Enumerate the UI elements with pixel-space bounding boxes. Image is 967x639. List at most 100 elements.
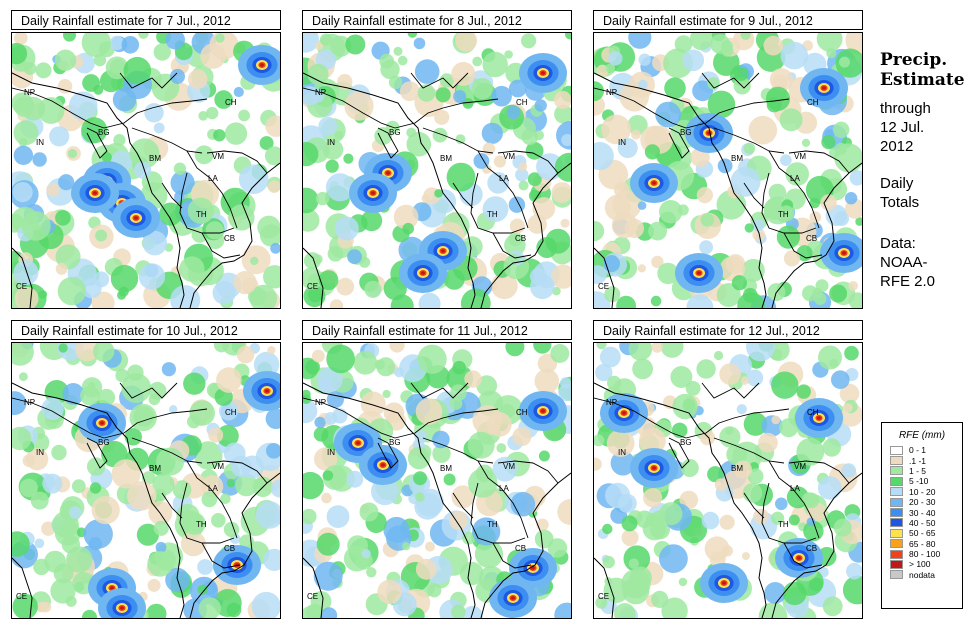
rain-patch [33,558,50,576]
country-border [12,87,105,129]
rain-patch [346,470,364,488]
data-line2: NOAA- [880,254,928,271]
rain-patch [307,63,329,85]
rain-patch [821,135,836,150]
rain-patch [379,53,395,69]
legend-item: 80 - 100 [890,549,962,559]
country-label-in: IN [327,448,335,457]
rain-patch [855,217,862,226]
rain-patch [71,479,86,494]
legend-swatch [890,539,903,549]
rain-patch [594,434,605,447]
coastline [594,557,615,618]
storm-cell [822,86,826,90]
rain-patch [265,408,280,429]
rain-patch [707,90,736,119]
rain-patch [303,508,317,525]
rain-patch [170,170,195,195]
storm-cell [381,463,385,467]
rain-patch [359,502,379,522]
rain-patch [628,343,653,361]
rain-patch [30,491,49,510]
rain-patch [37,97,65,124]
rain-patch [314,416,326,429]
rain-patch [606,429,635,457]
rain-patch [326,344,355,374]
rain-patch [464,370,482,388]
country-label-np: NP [24,88,35,97]
country-border [303,397,396,439]
rain-patch [629,566,652,589]
rain-patch [660,343,684,358]
rain-patch [451,485,475,509]
map-canvas: NP IN BG BM CH VM LA TH CB CE [303,343,571,618]
country-label-th: TH [487,520,498,529]
rain-patch [345,34,366,55]
rain-patch [46,182,61,197]
rain-patch [533,343,552,354]
rain-patch [200,43,226,69]
rain-patch [710,34,730,54]
rain-patch [97,388,116,407]
legend-item: nodata [890,570,962,580]
rain-patch [393,204,419,230]
rain-patch [752,219,765,232]
rain-patch [596,343,607,350]
rain-patch [13,145,34,165]
rain-patch [35,62,52,79]
rain-patch [474,539,504,569]
rain-patch [538,450,550,462]
country-border [470,172,526,234]
rain-patch [101,152,112,163]
panel-title: Daily Rainfall estimate for 7 Jul., 2012 [11,10,281,30]
rain-patch [303,399,318,424]
rain-patch [214,90,233,109]
country-border [103,98,208,129]
rain-patch [651,343,663,353]
rain-patch [12,391,27,416]
rain-patch [558,383,571,402]
rain-patch [129,138,160,169]
country-label-ce: CE [307,282,318,291]
country-label-la: LA [208,484,218,493]
legend-item: .1 -1 [890,455,962,466]
rain-patch [635,510,654,529]
rain-patch [347,249,362,265]
rain-patch [460,288,491,308]
rain-patch [110,264,139,293]
rain-patch [826,48,837,59]
rain-patch [136,523,159,546]
rain-patch [303,187,319,214]
storm-cell [722,581,726,585]
country-border [422,437,494,464]
rain-patch [303,252,321,270]
rain-patch [201,475,224,498]
rain-patch [599,346,621,368]
storm-cell [622,411,626,415]
rain-patch [682,49,705,72]
rain-patch [833,518,852,537]
country-border [783,232,823,259]
rain-patch [595,596,608,609]
rain-patch [173,162,187,175]
rain-patch [86,457,106,476]
rain-patch [822,438,841,457]
rain-patch [13,120,39,146]
storm-cell [110,586,114,590]
rain-patch [802,285,818,302]
country-border [768,150,820,229]
rain-patch [219,401,239,421]
rain-patch [843,403,853,413]
rain-patch [453,90,467,103]
legend-swatch [890,559,903,569]
rain-patch [601,114,631,145]
country-border [594,87,687,129]
rain-patch [742,483,763,503]
country-label-ch: CH [225,98,237,107]
rain-patch [696,187,713,204]
country-border [668,437,690,469]
rain-patch [481,122,503,144]
legend-swatch [890,497,903,507]
rain-patch [817,476,842,500]
country-label-vm: VM [794,152,806,161]
